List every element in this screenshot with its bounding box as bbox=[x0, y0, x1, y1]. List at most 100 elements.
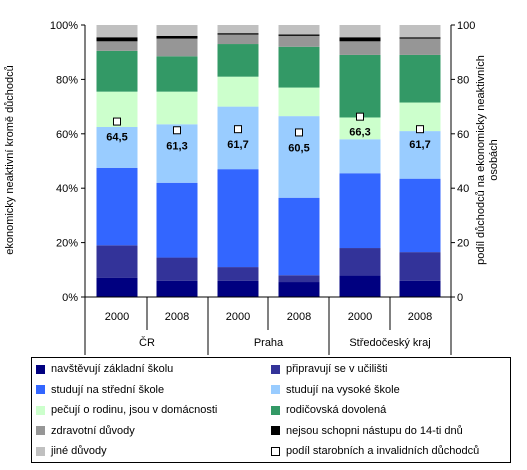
legend-label: rodičovská dovolená bbox=[286, 404, 387, 416]
bar-segment-6-1 bbox=[96, 50, 138, 92]
bar-segment-1-2 bbox=[156, 280, 198, 297]
bar-segment-4-5 bbox=[339, 139, 381, 174]
x-tick-label: 2008 bbox=[408, 311, 432, 323]
legend-swatch bbox=[271, 446, 280, 456]
bar-segment-3-4 bbox=[278, 197, 320, 276]
bar-segment-9-2 bbox=[156, 25, 198, 36]
marker-data-label: 61,7 bbox=[227, 139, 248, 151]
y-tick-label-right: 0 bbox=[457, 292, 463, 304]
x-tick-label: 2008 bbox=[287, 311, 311, 323]
bar-segment-4-1 bbox=[96, 127, 138, 168]
bar-segment-6-3 bbox=[217, 44, 259, 77]
legend-label: jiné důvody bbox=[51, 445, 107, 457]
y-tick-label-left: 40% bbox=[56, 183, 78, 195]
y-axis-title: ekonomicky neaktivní kromě důchodců bbox=[4, 65, 16, 255]
marker-point bbox=[173, 126, 181, 135]
bar-segment-5-2 bbox=[156, 91, 198, 125]
y-tick-label-right: 40 bbox=[457, 183, 469, 195]
bar-segment-5-4 bbox=[278, 87, 320, 117]
legend-swatch bbox=[36, 364, 45, 374]
y-tick-label-right: 100 bbox=[457, 20, 475, 32]
bar-segment-9-1 bbox=[96, 25, 138, 38]
bar-segment-6-6 bbox=[399, 54, 441, 103]
bar-segment-9-4 bbox=[278, 25, 320, 35]
bar-segment-7-2 bbox=[156, 38, 198, 57]
bar-segment-8-2 bbox=[156, 35, 198, 39]
bar-segment-5-3 bbox=[217, 76, 259, 107]
x-group-label: Praha bbox=[254, 337, 284, 349]
legend-swatch bbox=[271, 364, 280, 374]
marker-data-label: 61,3 bbox=[166, 140, 187, 152]
bar-segment-5-5 bbox=[339, 117, 381, 140]
bar-segment-7-3 bbox=[217, 34, 259, 45]
markers: 64,5 61,3 61,7 60,5 66,3 61,7 bbox=[106, 112, 431, 154]
legend-item: zdravotní důvody bbox=[36, 422, 135, 440]
bar-segment-3-1 bbox=[96, 167, 138, 246]
bar-segment-8-1 bbox=[96, 37, 138, 42]
x-tick-label: 2000 bbox=[105, 311, 129, 323]
bar-segment-2-1 bbox=[96, 245, 138, 278]
y-tick-label-left: 20% bbox=[56, 238, 78, 250]
legend-item: studují na vysoké škole bbox=[271, 381, 400, 399]
y-tick-label-left: 60% bbox=[56, 129, 78, 141]
bar-segment-8-6 bbox=[399, 37, 441, 39]
y-axis-title-right: podíl důchodců na ekonomicky neaktivních… bbox=[475, 55, 500, 265]
bar-segment-2-2 bbox=[156, 257, 198, 281]
legend-item: jiné důvody bbox=[36, 442, 107, 460]
y-tick-label-right: 60 bbox=[457, 129, 469, 141]
bar-segment-3-5 bbox=[339, 173, 381, 249]
y-tick-label-left: 100% bbox=[50, 20, 78, 32]
legend-swatch bbox=[271, 426, 280, 435]
bar-segment-4-3 bbox=[217, 106, 259, 170]
svg-text:podíl důchodců na ekonomicky n: podíl důchodců na ekonomicky neaktivních bbox=[475, 55, 487, 265]
bar-segment-9-3 bbox=[217, 25, 259, 34]
bar-segment-8-3 bbox=[217, 33, 259, 35]
marker-point bbox=[234, 125, 242, 134]
marker-point bbox=[416, 125, 424, 134]
marker-point bbox=[295, 128, 303, 137]
axes: 0% 20% 40% 60% 80% 100% 0 20 40 60 80 100 2000 2008 20… bbox=[50, 20, 475, 355]
y-tick-label-left: 0% bbox=[62, 292, 78, 304]
legend-label: navštěvují základní školu bbox=[51, 363, 174, 375]
bar-segment-6-4 bbox=[278, 46, 320, 88]
y-tick-label-right: 80 bbox=[457, 74, 469, 86]
marker-data-label: 61,7 bbox=[409, 139, 430, 151]
legend-label: nejsou schopni nástupu do 14-ti dnů bbox=[286, 424, 463, 437]
bar-segment-6-2 bbox=[156, 56, 198, 92]
legend-label: pečují o rodinu, jsou v domácnosti bbox=[51, 404, 218, 416]
bar-segment-7-5 bbox=[339, 41, 381, 55]
x-group-label: Středočeský kraj bbox=[349, 337, 430, 349]
marker-data-label: 66,3 bbox=[349, 127, 370, 139]
bar-segment-8-4 bbox=[278, 34, 320, 36]
legend-item: navštěvují základní školu bbox=[36, 360, 173, 378]
legend-label: studují na střední škole bbox=[51, 383, 165, 396]
legend-item: připravují se v učilišti bbox=[271, 360, 387, 378]
x-tick-label: 2000 bbox=[348, 311, 372, 323]
legend-label: studují na vysoké škole bbox=[286, 383, 400, 396]
bars bbox=[96, 25, 441, 297]
bar-segment-2-6 bbox=[399, 252, 441, 281]
legend-item: rodičovská dovolená bbox=[271, 401, 386, 419]
legend-item: nejsou schopni nástupu do 14-ti dnů bbox=[271, 422, 463, 440]
legend-item: studují na střední škole bbox=[36, 381, 164, 399]
bar-segment-4-6 bbox=[399, 131, 441, 179]
bar-segment-1-4 bbox=[278, 282, 320, 297]
bar-segment-1-5 bbox=[339, 275, 381, 297]
y-tick-label-right: 20 bbox=[457, 238, 469, 250]
bar-segment-1-1 bbox=[96, 277, 138, 297]
legend-label: zdravotní důvody bbox=[51, 424, 135, 437]
x-tick-label: 2008 bbox=[165, 311, 189, 323]
marker-point bbox=[113, 117, 121, 126]
bar-segment-7-6 bbox=[399, 38, 441, 55]
legend-item: podíl starobních a invalidních důchodců bbox=[271, 442, 479, 460]
bar-segment-7-1 bbox=[96, 41, 138, 51]
bar-segment-3-6 bbox=[399, 178, 441, 253]
bar-segment-4-4 bbox=[278, 116, 320, 198]
bar-segment-3-2 bbox=[156, 182, 198, 258]
x-group-label: ČR bbox=[139, 336, 155, 349]
bar-segment-2-4 bbox=[278, 275, 320, 283]
bar-segment-2-3 bbox=[217, 267, 259, 281]
legend: navštěvují základní školu připravují se v… bbox=[31, 357, 511, 463]
legend-label: podíl starobních a invalidních důchodců bbox=[286, 445, 480, 457]
legend-swatch bbox=[271, 385, 280, 394]
